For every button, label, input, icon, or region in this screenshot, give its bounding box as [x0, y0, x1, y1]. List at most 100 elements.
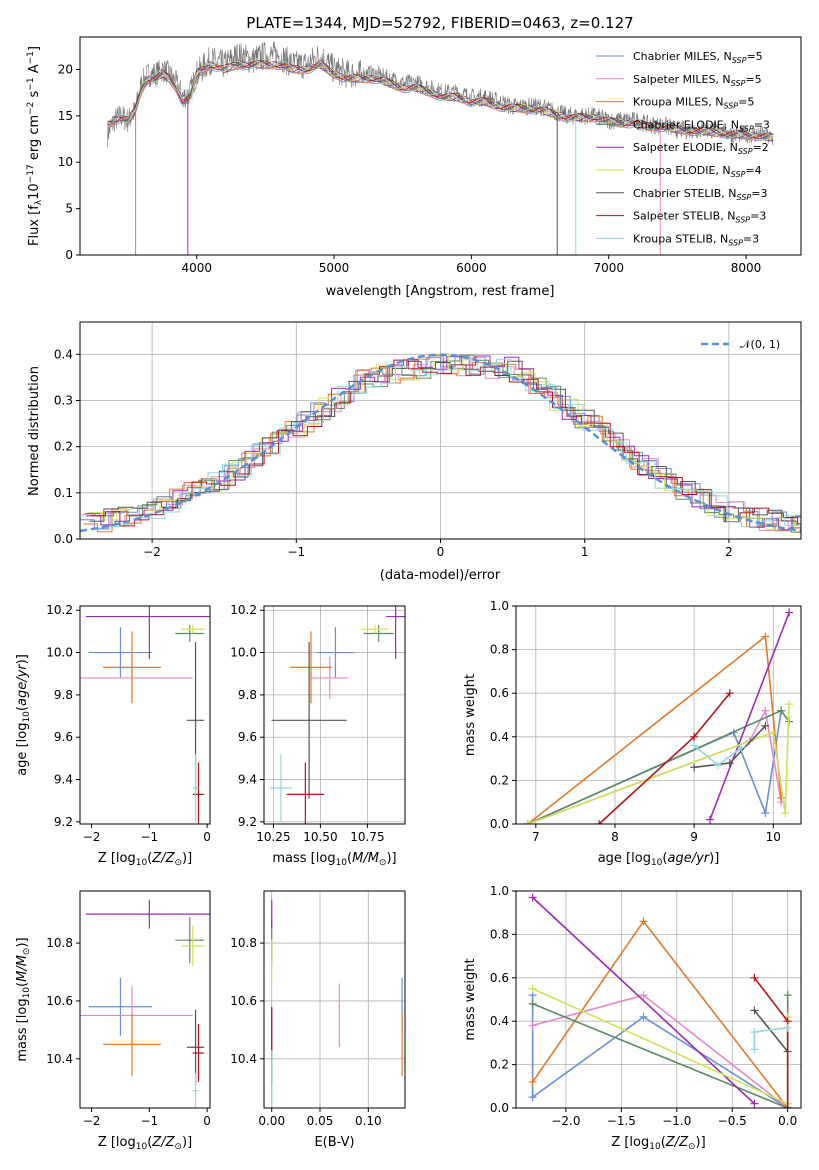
errorbar-point-kroupa-miles	[103, 631, 161, 704]
x-tick-label: 0.0	[778, 1114, 797, 1128]
y-tick-label: 0.6	[490, 686, 509, 700]
panel-5-y-axis-label: mass [log10(M/M⊙)]	[15, 937, 32, 1061]
y-tick-label: 10.6	[46, 994, 73, 1008]
legend-label-chabrier-stelib: Chabrier STELIB, NSSP=3	[633, 187, 767, 202]
panel-0: 4000 5000 6000 7000 8000 0 5 10 15 20	[58, 36, 802, 275]
panel-2-x-axis-label: Z [log10(Z/Z⊙)]	[98, 851, 192, 868]
histogram-chabrier-stelib	[89, 360, 801, 526]
y-tick-label: 0.8	[490, 927, 509, 941]
histogram-salpeter-stelib	[91, 359, 801, 527]
axes-border	[515, 605, 802, 825]
axes-frame: 7 8 9 10 0.0 0.2 0.4 0.6 0.8 1.0	[490, 599, 802, 844]
axes-border	[79, 605, 211, 825]
y-tick-label: 10.8	[46, 936, 73, 950]
plot-area	[107, 41, 774, 255]
x-tick-label: 4000	[181, 261, 212, 275]
weight-marker	[785, 608, 794, 617]
histogram-kroupa-stelib	[92, 358, 801, 529]
weight-line	[527, 704, 790, 824]
weight-marker	[690, 741, 699, 750]
weight-marker	[750, 973, 759, 982]
weight-marker	[781, 809, 790, 818]
weight-marker	[528, 1093, 537, 1102]
weight-series-kroupa-stelib	[750, 1023, 792, 1054]
y-tick-label: 10.2	[46, 603, 73, 617]
errorbar-point-salpeter-elodie	[85, 899, 210, 929]
errorbar-point-kroupa-stelib	[192, 1073, 199, 1108]
x-tick-label: 9	[690, 830, 698, 844]
panel-4: 7 8 9 10 0.0 0.2 0.4 0.6 0.8 1.0	[490, 599, 802, 844]
y-tick-label: 15	[58, 109, 73, 123]
x-tick-label: 0	[437, 545, 445, 559]
weight-line	[532, 896, 755, 1105]
errorbar-point-salpeter-stelib	[192, 762, 205, 824]
errorbar-point-chabrier-elodie	[175, 625, 205, 642]
weight-marker	[777, 793, 786, 802]
weight-marker	[769, 728, 778, 737]
axes-frame: 4000 5000 6000 7000 8000 0 5 10 15 20	[58, 36, 802, 275]
x-tick-label: −1	[140, 1114, 158, 1128]
panel-3-x-axis-label: mass [log10(M/M⊙)]	[272, 851, 396, 868]
residual-x-axis-label: (data-model)/error	[380, 568, 501, 583]
weight-marker	[725, 758, 734, 767]
x-tick-label: 0	[203, 830, 211, 844]
weight-marker	[761, 632, 770, 641]
errorbar-point-kroupa-stelib	[269, 754, 293, 822]
panel-4-y-axis-label: mass weight	[463, 674, 478, 756]
legend-label-kroupa-stelib: Kroupa STELIB, NSSP=3	[633, 232, 759, 247]
spectrum-title: PLATE=1344, MJD=52792, FIBERID=0463, z=0…	[246, 14, 633, 32]
weight-marker	[528, 1021, 537, 1030]
weight-marker	[785, 700, 794, 709]
errorbar-point-chabrier-miles	[316, 627, 355, 678]
legend-label-salpeter-miles: Salpeter MILES, NSSP=5	[633, 73, 762, 88]
y-tick-label: 0.2	[490, 1058, 509, 1072]
errorbar-point-chabrier-elodie	[363, 625, 394, 642]
y-tick-label: 10.0	[230, 646, 257, 660]
errorbar-point-salpeter-elodie	[386, 606, 405, 659]
y-tick-label: 0.4	[490, 730, 509, 744]
y-tick-label: 9.8	[54, 688, 73, 702]
legend-label-salpeter-stelib: Salpeter STELIB, NSSP=3	[633, 210, 766, 225]
x-tick-label: −2	[143, 545, 161, 559]
plot-area	[523, 608, 794, 824]
weight-marker	[783, 1023, 792, 1032]
weight-marker	[595, 820, 604, 824]
panel-7: −2.0 −1.5 −1.0 −0.5 0.0 0.0 0.2 0.4 0.6 0.8 1.0	[490, 884, 802, 1128]
y-tick-label: 1.0	[490, 884, 509, 898]
x-tick-label: −1.0	[662, 1114, 691, 1128]
weight-marker	[639, 917, 648, 926]
panel-2: −2 −1 0 9.2 9.4 9.6 9.8 10.0 10.2	[46, 603, 211, 844]
x-tick-label: −2	[83, 830, 101, 844]
x-tick-label: 0.05	[307, 1114, 334, 1128]
weight-line	[531, 995, 789, 1108]
x-tick-label: 7	[532, 830, 540, 844]
axes-frame: 10.25 10.50 10.75 9.2 9.4 9.6 9.8 10.0 10.2	[230, 603, 406, 844]
weight-marker	[750, 1045, 759, 1054]
errorbar-point-kroupa-miles	[290, 631, 332, 704]
weight-marker	[639, 1012, 648, 1021]
weight-marker	[528, 999, 537, 1008]
weight-series-chabrier-stelib	[690, 721, 770, 772]
errorbar-point-chabrier-stelib	[186, 1009, 205, 1085]
y-tick-label: 9.4	[54, 773, 73, 787]
legend-label-chabrier-elodie: Chabrier ELODIE, NSSP=3	[633, 118, 770, 133]
x-tick-label: 0	[203, 1114, 211, 1128]
weight-marker	[777, 706, 786, 715]
plot-area	[80, 353, 801, 533]
plot-area	[80, 899, 210, 1108]
errorbar-point-salpeter-stelib	[192, 1024, 205, 1082]
x-tick-label: −2	[83, 1114, 101, 1128]
x-tick-label: −1	[287, 545, 305, 559]
plot-area	[80, 606, 210, 824]
axes-border	[79, 36, 802, 256]
x-tick-label: 0.00	[258, 1114, 285, 1128]
y-tick-label: 20	[58, 62, 73, 76]
y-tick-label: 9.6	[54, 730, 73, 744]
panel-5-x-axis-label: Z [log10(Z/Z⊙)]	[98, 1135, 192, 1152]
errorbar-point-kroupa-elodie	[181, 925, 205, 967]
weight-series-salpeter-stelib	[750, 973, 792, 1108]
errorbar-point-salpeter-stelib	[286, 762, 325, 824]
errorbar-point-chabrier-stelib	[271, 641, 347, 799]
y-tick-label: 5	[65, 202, 73, 216]
axes-border	[263, 605, 406, 825]
